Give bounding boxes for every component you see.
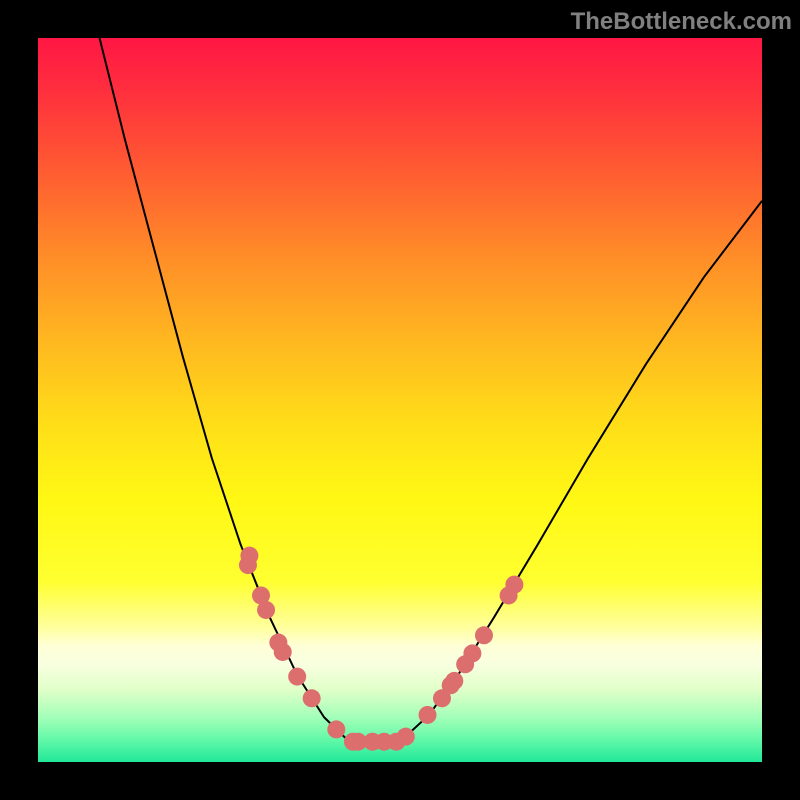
gradient-background <box>38 38 762 762</box>
marker-dot <box>257 601 275 619</box>
marker-dot <box>274 643 292 661</box>
marker-dot <box>288 668 306 686</box>
marker-dot <box>240 547 258 565</box>
marker-dot <box>397 728 415 746</box>
marker-dot <box>445 672 463 690</box>
marker-dot <box>303 689 321 707</box>
marker-dot <box>327 720 345 738</box>
marker-dot <box>419 706 437 724</box>
marker-dot <box>475 626 493 644</box>
plot-svg <box>38 38 762 762</box>
marker-dot <box>463 644 481 662</box>
watermark-text: TheBottleneck.com <box>571 8 792 36</box>
marker-dot <box>505 576 523 594</box>
image-root: TheBottleneck.com <box>0 0 800 800</box>
gradient-plot-area <box>38 38 762 762</box>
